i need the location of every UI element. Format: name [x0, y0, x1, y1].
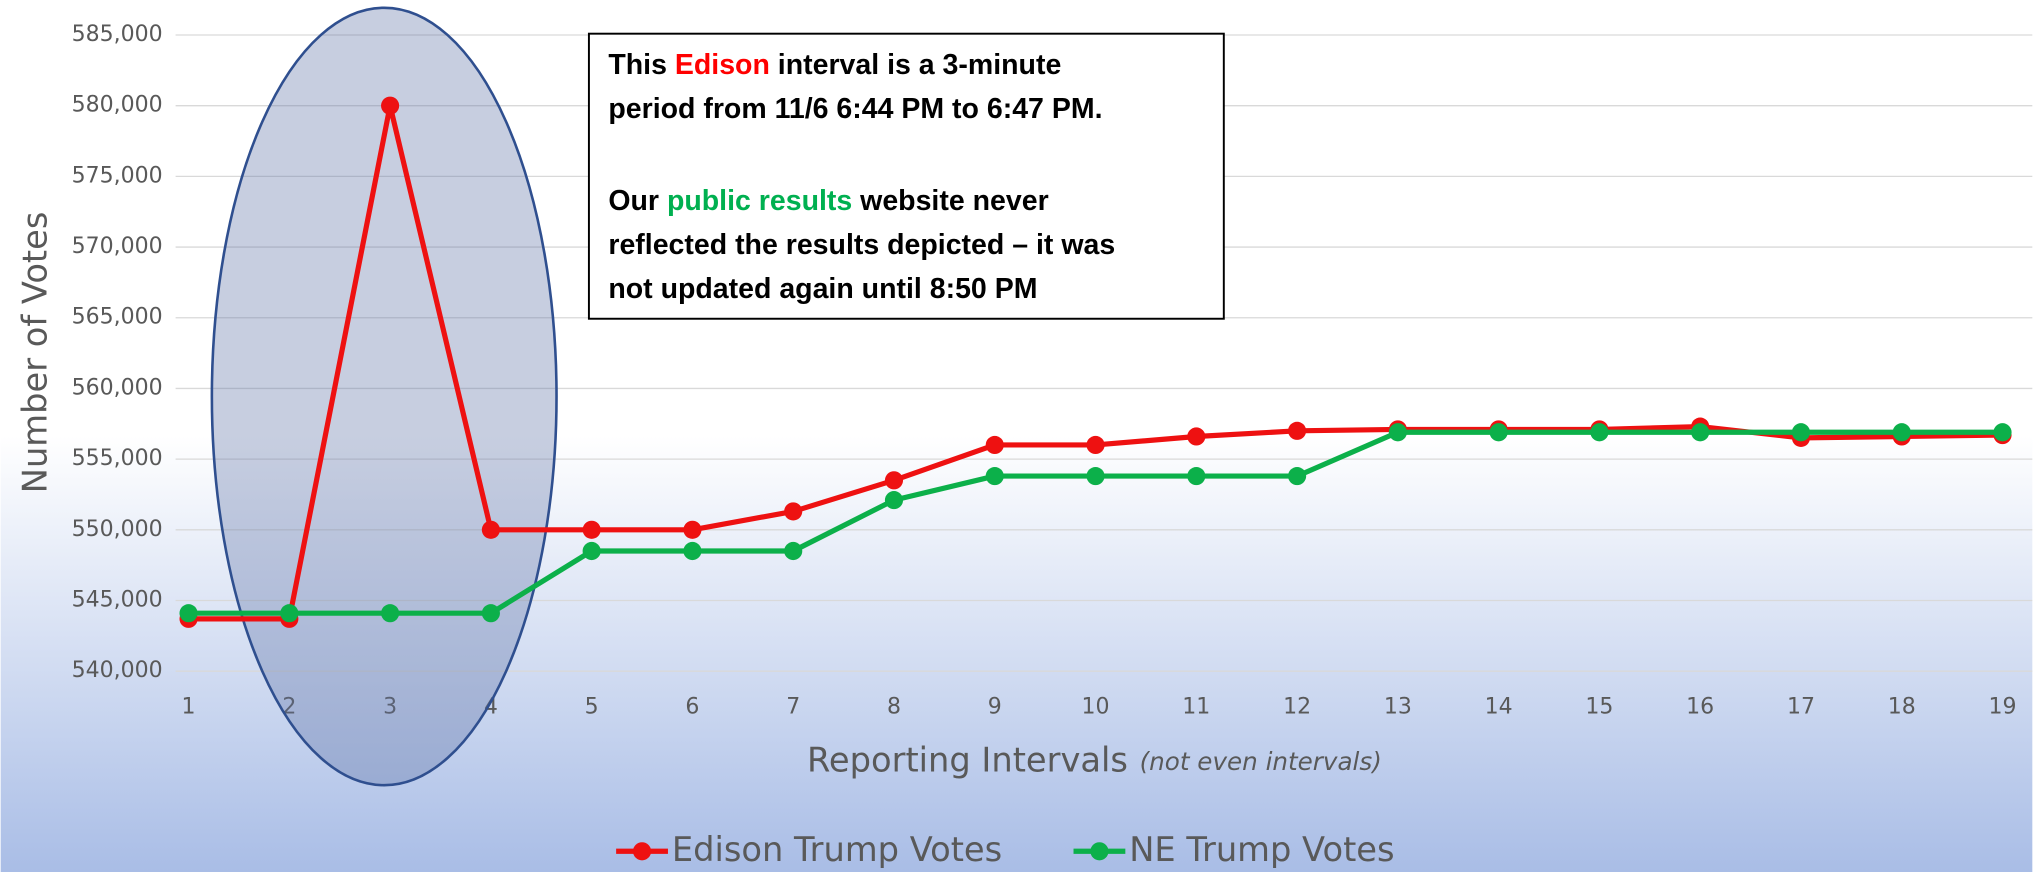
x-tick-label: 2 [282, 694, 296, 719]
annotation-text: This [608, 49, 675, 81]
annotation-text: public results [667, 185, 852, 217]
legend-label: Edison Trump Votes [672, 830, 1002, 869]
point [1590, 423, 1609, 442]
point [1892, 423, 1911, 442]
y-tick-label: 545,000 [72, 587, 163, 612]
annotation-box [587, 32, 1225, 320]
point [1993, 423, 2012, 442]
point [582, 541, 601, 561]
x-tick-label: 10 [1082, 694, 1110, 719]
point [280, 604, 299, 623]
point [1388, 423, 1407, 442]
x-tick-label: 15 [1585, 694, 1613, 719]
x-tick-label: 1 [182, 694, 196, 719]
y-tick-label: 540,000 [72, 658, 163, 683]
y-tick-label: 565,000 [72, 305, 163, 330]
point [784, 541, 803, 561]
annotation-text: period from 11/6 6:44 PM to 6:47 PM. [608, 93, 1102, 125]
point [683, 541, 702, 561]
x-tick-label: 8 [887, 694, 901, 719]
point [1187, 467, 1206, 486]
point [884, 491, 904, 510]
point [1288, 467, 1307, 486]
point [683, 520, 702, 539]
legend: Edison Trump Votes NE Trump Votes [616, 830, 1395, 869]
x-tick-label: 11 [1182, 694, 1210, 719]
point [1187, 427, 1206, 446]
annotation-text: interval is a 3-minute [770, 49, 1061, 81]
x-tick-label: 18 [1888, 694, 1916, 719]
plot [179, 96, 2012, 628]
point [179, 604, 198, 623]
x-tick-label: 19 [1989, 694, 2017, 719]
point [1086, 467, 1105, 486]
y-tick-label: 555,000 [72, 446, 163, 471]
x-tick-label: 17 [1787, 694, 1815, 719]
point [985, 467, 1004, 486]
y-tick-label: 570,000 [72, 234, 163, 259]
x-tick-label: 6 [685, 694, 699, 719]
y-axis-label: Number of Votes [15, 212, 54, 494]
annotation-line: period from 11/6 6:44 PM to 6:47 PM. [608, 93, 1102, 125]
point [985, 435, 1004, 455]
annotation-text: Our [608, 185, 667, 217]
annotation-text: website never [852, 185, 1048, 217]
annotation-text: reflected the results depicted – it was [608, 229, 1115, 261]
point [481, 520, 500, 539]
x-tick-label: 9 [988, 694, 1002, 719]
annotation-text: Edison [675, 49, 770, 81]
point [481, 604, 500, 623]
y-tick-label: 585,000 [72, 22, 163, 47]
point [884, 471, 904, 490]
point [784, 502, 803, 521]
point [1489, 423, 1508, 442]
point [582, 520, 601, 539]
x-tick-label: 3 [383, 694, 397, 719]
point [1791, 423, 1811, 442]
point [381, 96, 400, 115]
x-tick-label: 16 [1686, 694, 1714, 719]
y-tick-label: 580,000 [72, 93, 163, 118]
y-tick-label: 550,000 [72, 517, 163, 542]
x-tick-label: 5 [585, 694, 599, 719]
annotation-line: Our public results website never [608, 185, 1048, 217]
annotation: This Edison interval is a 3-minute period… [608, 49, 1115, 305]
y-tick-label: 575,000 [72, 163, 163, 188]
annotation-line: reflected the results depicted – it was [608, 229, 1115, 261]
annotation-text: not updated again until 8:50 PM [608, 273, 1037, 305]
x-tick-label: 12 [1283, 694, 1311, 719]
x-axis-label-note: (not even intervals) [1140, 747, 1382, 776]
x-tick-label: 13 [1384, 694, 1412, 719]
point [1691, 423, 1710, 442]
point [381, 604, 400, 623]
x-tick-label: 14 [1485, 694, 1513, 719]
annotation-line: This Edison interval is a 3-minute [608, 49, 1061, 81]
legend-label: NE Trump Votes [1129, 830, 1394, 869]
annotation-line: not updated again until 8:50 PM [608, 273, 1037, 305]
x-axis-label: Reporting Intervals [807, 740, 1128, 779]
legend-marker [632, 842, 652, 861]
point [1086, 435, 1105, 455]
y-tick-label: 560,000 [72, 375, 163, 400]
x-tick-label: 7 [786, 694, 800, 719]
legend-marker [1090, 842, 1109, 861]
point [1288, 421, 1307, 440]
x-tick-label: 4 [484, 694, 498, 719]
highlight-ellipse [210, 6, 558, 787]
